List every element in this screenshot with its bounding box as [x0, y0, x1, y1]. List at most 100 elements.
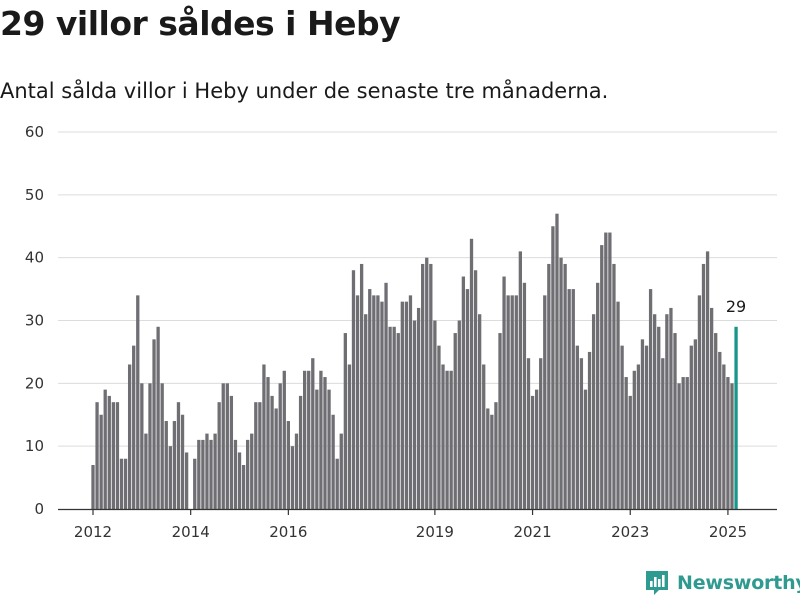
y-tick-label: 50 [25, 186, 44, 204]
bar [111, 402, 115, 509]
bar [372, 295, 376, 509]
bar [632, 370, 636, 509]
bar [701, 263, 706, 509]
brand-name: Newsworthy [677, 572, 800, 594]
bar [95, 402, 99, 509]
highlight-bar [734, 326, 738, 509]
bar [99, 414, 103, 509]
bar [624, 377, 628, 509]
bar [697, 295, 702, 509]
bar [168, 446, 172, 509]
bar [648, 289, 653, 509]
bar [441, 364, 445, 509]
bar [604, 232, 608, 509]
bar [132, 345, 136, 509]
bar [722, 364, 726, 509]
bar [359, 263, 364, 509]
bar [315, 389, 319, 509]
bar [225, 383, 229, 509]
bar [530, 395, 535, 509]
bar [636, 364, 641, 509]
bar [579, 358, 584, 509]
bar [563, 263, 567, 509]
bar [543, 295, 547, 509]
bar [266, 377, 270, 509]
bar [575, 345, 579, 509]
x-tick-label: 2012 [74, 523, 112, 541]
x-tick-label: 2014 [172, 523, 210, 541]
bar [461, 276, 466, 509]
bar [274, 408, 278, 509]
bar [539, 358, 543, 509]
bar [510, 295, 514, 509]
bar [115, 402, 120, 509]
y-tick-label: 0 [34, 500, 44, 518]
bar [217, 402, 221, 509]
y-tick-label: 40 [25, 249, 44, 267]
bar [665, 314, 669, 509]
bar [730, 383, 734, 509]
bar [176, 402, 181, 509]
bar [616, 301, 620, 509]
bar [343, 333, 347, 509]
bar [400, 301, 404, 509]
bar [433, 320, 437, 509]
bar [388, 326, 392, 509]
bar [709, 307, 714, 509]
bar [302, 370, 307, 509]
bar [591, 314, 596, 509]
bar [241, 465, 246, 509]
bar [429, 263, 433, 509]
bar [412, 320, 417, 509]
bar [567, 289, 571, 509]
bar [327, 389, 331, 509]
bar [689, 345, 693, 509]
bar [250, 433, 254, 509]
bar [486, 408, 490, 509]
bar [453, 333, 457, 509]
bar [311, 358, 315, 509]
bar [364, 314, 368, 509]
bar [254, 402, 258, 509]
page-subtitle: Antal sålda villor i Heby under de senas… [0, 79, 609, 103]
bar [164, 421, 168, 509]
bar [347, 364, 352, 509]
bar [657, 326, 661, 509]
bar [693, 339, 698, 509]
bar [482, 364, 486, 509]
x-tick-label: 2016 [269, 523, 307, 541]
bar [229, 395, 234, 509]
bar [339, 433, 343, 509]
newsworthy-logo-icon [646, 571, 668, 595]
y-axis-tick-labels: 0 10 20 30 40 50 60 [25, 123, 44, 518]
bar [473, 270, 478, 509]
y-tick-label: 60 [25, 123, 44, 141]
bar [286, 421, 291, 509]
bar [233, 439, 238, 509]
bar [669, 307, 673, 509]
bar [547, 263, 551, 509]
bar [416, 307, 421, 509]
bar [298, 395, 303, 509]
bar [425, 257, 429, 509]
bar [184, 452, 189, 509]
bar [246, 439, 250, 509]
bar [685, 377, 689, 509]
bar [457, 320, 461, 509]
bar [465, 289, 470, 509]
bar [384, 282, 388, 509]
bar [653, 314, 657, 509]
bar [640, 339, 645, 509]
bar [514, 295, 518, 509]
bar [726, 377, 730, 509]
bar [494, 402, 498, 509]
bar [123, 458, 128, 509]
bar [270, 395, 274, 509]
bar [534, 389, 539, 509]
bar [437, 345, 441, 509]
page-title: 29 villor såldes i Heby [0, 4, 401, 43]
x-tick-label: 2025 [709, 523, 747, 541]
bar [148, 383, 152, 509]
bar [221, 383, 225, 509]
